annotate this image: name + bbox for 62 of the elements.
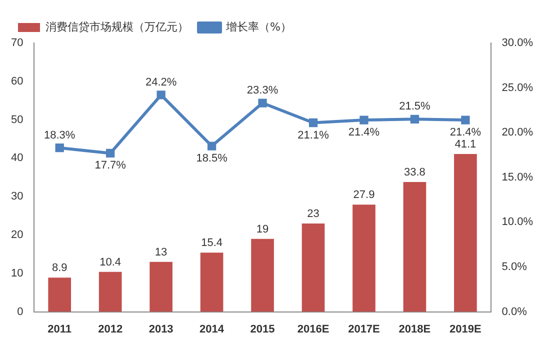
x-tick-label: 2018E bbox=[398, 323, 431, 336]
x-tick-label: 2017E bbox=[348, 323, 380, 336]
y-tick-label: 10 bbox=[10, 267, 24, 280]
y-tick-label: 60 bbox=[10, 75, 24, 88]
data-label: 27.9 bbox=[353, 189, 375, 202]
point bbox=[410, 114, 420, 124]
data-label: 18.5% bbox=[196, 152, 228, 165]
data-label: 10.4 bbox=[100, 256, 122, 268]
y2-tick-label: 30.0% bbox=[502, 37, 534, 50]
bar bbox=[454, 154, 477, 312]
point bbox=[258, 98, 267, 108]
bar bbox=[251, 238, 274, 312]
data-label: 23 bbox=[307, 208, 320, 220]
y2-tick-label: 15.0% bbox=[502, 171, 534, 184]
data-label: 33.8 bbox=[404, 166, 426, 179]
y-tick-label: 30 bbox=[10, 190, 24, 203]
legend-label: 增长率（%） bbox=[225, 20, 292, 34]
y-tick-label: 20 bbox=[10, 229, 24, 242]
x-tick-label: 2016E bbox=[297, 323, 330, 336]
bar bbox=[48, 278, 72, 312]
data-label: 21.4% bbox=[348, 126, 380, 139]
point bbox=[55, 144, 64, 152]
data-label: 41.1 bbox=[454, 138, 476, 151]
point bbox=[308, 118, 318, 128]
point bbox=[156, 90, 166, 100]
y2-tick-label: 20.0% bbox=[502, 126, 534, 139]
point bbox=[106, 148, 115, 158]
y2-tick-label: 0.0% bbox=[502, 306, 528, 318]
legend-label: 消费信贷市场规模（万亿元） bbox=[46, 20, 188, 34]
bar bbox=[403, 182, 426, 312]
bar bbox=[150, 262, 172, 312]
data-label: 17.7% bbox=[94, 160, 126, 172]
x-tick-label: 2019E bbox=[450, 323, 482, 336]
point bbox=[360, 116, 368, 124]
point bbox=[461, 116, 470, 124]
data-label: 23.3% bbox=[246, 84, 278, 97]
x-tick-label: 2014 bbox=[200, 323, 225, 336]
y2-tick-label: 10.0% bbox=[502, 216, 534, 228]
data-label: 19 bbox=[256, 223, 269, 236]
data-label: 13 bbox=[154, 246, 168, 258]
data-label: 18.3% bbox=[44, 129, 76, 142]
x-tick-label: 2015 bbox=[250, 323, 275, 336]
data-label: 15.4 bbox=[201, 237, 223, 250]
y-tick-label: 70 bbox=[10, 37, 24, 50]
y2-tick-label: 25.0% bbox=[502, 82, 534, 94]
y2-tick-label: 5.0% bbox=[502, 261, 528, 274]
data-label: 24.2% bbox=[145, 76, 177, 88]
bar bbox=[98, 272, 122, 312]
x-tick-label: 2013 bbox=[148, 323, 174, 336]
data-label: 21.4% bbox=[450, 126, 482, 139]
bar bbox=[200, 252, 224, 312]
y-tick-label: 50 bbox=[10, 114, 24, 126]
bar bbox=[352, 204, 376, 312]
point bbox=[207, 142, 216, 150]
x-tick-label: 2012 bbox=[98, 323, 123, 336]
bar bbox=[302, 223, 325, 312]
y-tick-label: 40 bbox=[10, 152, 24, 164]
y-tick-label: 0 bbox=[17, 306, 24, 318]
data-label: 21.1% bbox=[298, 129, 330, 142]
data-label: 8.9 bbox=[52, 262, 68, 274]
x-tick-label: 2011 bbox=[48, 323, 72, 336]
data-label: 21.5% bbox=[399, 100, 431, 113]
